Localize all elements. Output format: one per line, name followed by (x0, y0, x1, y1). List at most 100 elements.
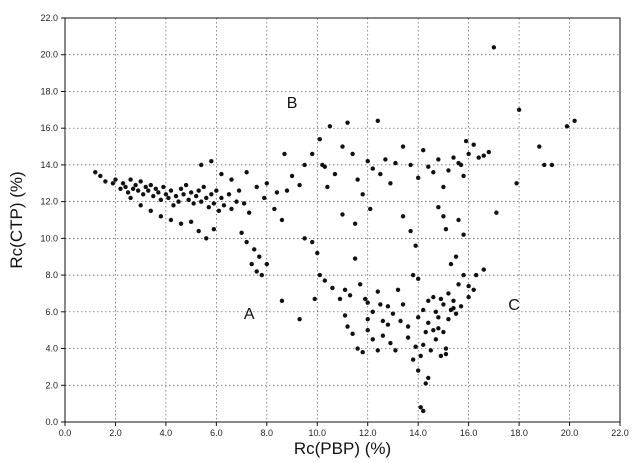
data-point (410, 272, 416, 278)
data-point (264, 261, 270, 267)
data-point (125, 190, 131, 195)
data-point (410, 357, 416, 362)
data-point (254, 269, 259, 274)
data-point (438, 296, 444, 302)
x-tick-label: 10.0 (309, 428, 327, 438)
annotation-label-c: C (508, 297, 520, 314)
data-point (446, 316, 451, 322)
x-tick-label: 6.0 (210, 428, 223, 438)
data-point (413, 243, 418, 248)
data-point (138, 203, 143, 208)
data-point (388, 181, 393, 186)
data-point (393, 348, 398, 353)
data-point (446, 168, 451, 173)
data-point (466, 151, 471, 157)
data-point (431, 170, 436, 175)
data-point (380, 318, 386, 324)
x-tick-label: 22.0 (611, 428, 629, 438)
x-tick-label: 20.0 (561, 428, 579, 438)
data-point (355, 346, 360, 351)
data-point (542, 162, 547, 168)
data-point (453, 254, 459, 259)
data-point (312, 296, 317, 302)
data-point (433, 309, 439, 315)
data-point (133, 182, 138, 188)
data-point (375, 118, 381, 124)
data-point (471, 142, 476, 147)
data-point (146, 188, 151, 193)
data-point (365, 316, 370, 322)
data-point (357, 282, 363, 287)
data-point (214, 188, 219, 193)
data-point (188, 219, 194, 225)
data-point (350, 331, 355, 337)
data-point (166, 195, 171, 201)
data-point (572, 118, 577, 124)
data-point (244, 239, 249, 245)
data-point (246, 210, 252, 215)
data-point (171, 203, 176, 208)
data-point (325, 184, 330, 190)
data-point (193, 193, 199, 199)
data-point (259, 272, 264, 278)
data-point (209, 159, 214, 164)
y-tick-label: 8.0 (45, 270, 58, 280)
data-point (494, 210, 499, 215)
y-tick-label: 18.0 (40, 86, 58, 96)
data-point (388, 340, 393, 346)
data-point (446, 291, 451, 296)
data-point (370, 309, 375, 315)
data-point (188, 190, 194, 195)
data-point (297, 316, 302, 322)
data-point (340, 144, 345, 149)
data-point (370, 337, 375, 342)
data-point (249, 261, 254, 267)
data-point (360, 192, 365, 197)
data-point (322, 278, 328, 283)
data-point (199, 162, 204, 168)
data-point (178, 186, 184, 191)
data-point (365, 159, 370, 164)
axis-ticks: 0.0 2.0 4.0 6.0 8.0 10.0 12.0 14.0 16.0 18.0 20.0 2… (40, 13, 628, 438)
data-point (418, 353, 423, 359)
data-point (461, 232, 466, 237)
data-point (219, 195, 224, 201)
data-point (436, 315, 441, 320)
data-point (436, 204, 441, 210)
data-point (443, 226, 449, 232)
data-point (310, 151, 315, 157)
data-point (426, 320, 431, 326)
y-tick-label: 14.0 (40, 160, 58, 170)
data-point (400, 302, 406, 307)
data-point (342, 287, 348, 292)
data-point (415, 175, 421, 180)
data-point (186, 197, 191, 202)
data-point (138, 179, 143, 184)
data-point (398, 318, 403, 324)
data-point (279, 217, 285, 223)
data-point (448, 307, 454, 313)
data-point (201, 184, 206, 190)
data-point (178, 221, 184, 226)
data-point (98, 173, 103, 179)
data-point (128, 195, 133, 201)
data-point (272, 206, 277, 212)
data-point (347, 293, 353, 298)
data-point (128, 177, 133, 182)
data-point (423, 381, 428, 386)
data-point (481, 153, 486, 158)
data-point (441, 329, 446, 335)
data-point (113, 177, 118, 182)
data-point (209, 192, 214, 197)
data-point (378, 302, 383, 307)
data-point (239, 230, 244, 236)
data-point (463, 138, 469, 144)
data-point (163, 192, 169, 197)
data-point (421, 342, 426, 348)
data-point (317, 272, 322, 278)
data-point (118, 186, 123, 191)
data-point (431, 327, 436, 333)
data-point (110, 181, 116, 186)
data-point (426, 298, 431, 303)
data-point (471, 287, 476, 292)
